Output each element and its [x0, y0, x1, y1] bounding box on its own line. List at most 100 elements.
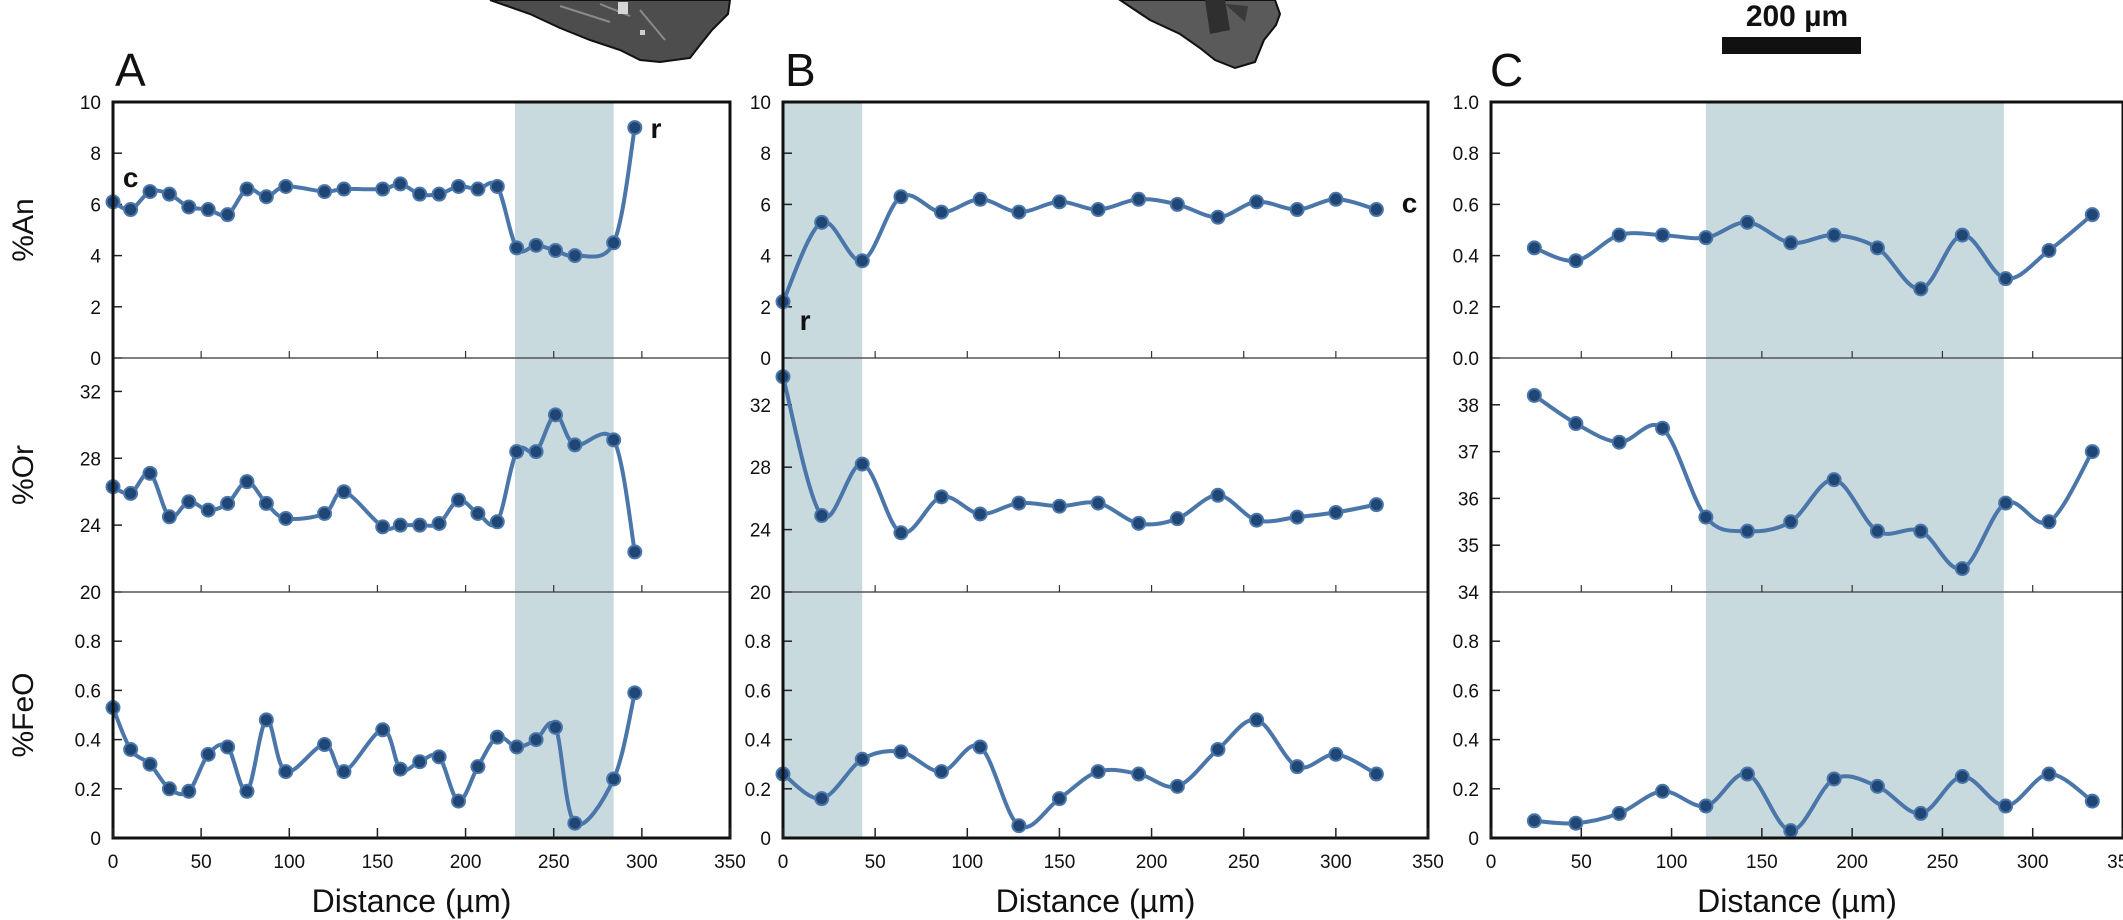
data-point	[1783, 823, 1799, 839]
data-point	[1090, 495, 1106, 511]
x-tick-label: 0	[108, 852, 119, 873]
data-point	[1568, 416, 1584, 432]
subplot-a-3: 0 0.2 0.4 0.6 0.8 %FeO	[7, 632, 643, 850]
data-point	[1826, 227, 1842, 243]
data-point	[933, 764, 949, 780]
data-point	[1611, 227, 1627, 243]
data-point	[239, 181, 255, 197]
data-point	[470, 181, 486, 197]
data-point	[1210, 209, 1226, 225]
data-point	[2041, 766, 2057, 782]
annotation-label: c	[123, 162, 139, 193]
panel-c: C0.00.20.40.60.81.0343536373800.20.40.60…	[1453, 44, 2123, 919]
data-point	[451, 793, 467, 809]
panel-frame	[111, 100, 732, 840]
data-point	[814, 508, 830, 524]
data-point	[1826, 771, 1842, 787]
x-tick-label: 50	[1571, 852, 1592, 873]
subplot-b-3: 0 0.2 0.4 0.6 0.8	[745, 632, 1384, 850]
x-tick-label: 200	[450, 852, 482, 873]
data-point	[528, 237, 544, 253]
x-tick-label: 0	[1486, 852, 1497, 873]
data-point	[220, 739, 236, 755]
data-point	[278, 510, 294, 526]
subplot-b-1: 0 2 4 6 8 10 c r	[750, 93, 1418, 370]
x-tick-label: 150	[362, 852, 394, 873]
x-axis-label: Distance (µm)	[312, 883, 512, 919]
crystal-image-a	[489, 0, 732, 64]
data-point	[317, 505, 333, 521]
data-point	[1131, 191, 1147, 207]
data-point	[200, 746, 216, 762]
y-tick-label: 0.6	[1453, 681, 1479, 702]
y-tick-label: 28	[80, 449, 101, 470]
data-point	[278, 178, 294, 194]
data-point	[1739, 214, 1755, 230]
data-point	[451, 178, 467, 194]
x-tick-label: 200	[1836, 852, 1868, 873]
data-point	[893, 525, 909, 541]
data-point	[142, 184, 158, 200]
data-point	[1739, 523, 1755, 539]
data-point	[239, 783, 255, 799]
data-point	[1368, 766, 1384, 782]
x-tick-label: 50	[865, 852, 886, 873]
y-tick-label: 24	[80, 516, 102, 537]
data-point	[412, 186, 428, 202]
series-line	[1534, 771, 2094, 833]
x-tick-label: 350	[714, 852, 746, 873]
x-tick-label: 150	[1044, 852, 1076, 873]
y-tick-label: 0	[760, 349, 771, 370]
data-point	[627, 685, 643, 701]
y-tick-label: 1.0	[1453, 93, 1479, 114]
data-point	[1090, 764, 1106, 780]
panel-frame	[1489, 100, 2123, 840]
data-point	[1011, 818, 1027, 834]
y-tick-label: 0.6	[745, 681, 771, 702]
data-point	[239, 474, 255, 490]
data-point	[317, 737, 333, 753]
data-point	[1954, 561, 1970, 577]
data-point	[220, 495, 236, 511]
data-point	[606, 771, 622, 787]
data-point	[1368, 497, 1384, 513]
data-point	[489, 514, 505, 530]
data-point	[1328, 746, 1344, 762]
y-tick-label: 0.4	[1453, 247, 1480, 268]
data-point	[1328, 191, 1344, 207]
data-point	[1655, 783, 1671, 799]
data-point	[547, 719, 563, 735]
data-point	[1011, 495, 1027, 511]
data-point	[258, 189, 274, 205]
data-point	[375, 722, 391, 738]
y-tick-label: 8	[760, 144, 771, 165]
crystal-image-b	[1118, 0, 1282, 70]
y-axis-label: %Or	[7, 445, 40, 505]
data-point	[1611, 805, 1627, 821]
data-point	[1869, 778, 1885, 794]
panel-letter: C	[1490, 44, 1523, 96]
y-tick-label: 8	[90, 144, 101, 165]
data-point	[2041, 514, 2057, 530]
data-point	[893, 744, 909, 760]
y-tick-label: 0.2	[75, 780, 101, 801]
data-point	[1289, 759, 1305, 775]
data-point	[1090, 202, 1106, 218]
subplot-b-2: 20 24 28 32	[750, 369, 1384, 604]
data-point	[1526, 813, 1542, 829]
scale-bar-label: 200 µm	[1746, 0, 1848, 33]
y-tick-label: 32	[80, 382, 101, 403]
data-point	[547, 242, 563, 258]
annotation-label: r	[651, 113, 662, 144]
data-point	[412, 754, 428, 770]
data-point	[1698, 230, 1714, 246]
data-point	[1611, 434, 1627, 450]
data-point	[431, 749, 447, 765]
data-point	[181, 783, 197, 799]
data-point	[814, 791, 830, 807]
data-point	[375, 519, 391, 535]
data-point	[142, 756, 158, 772]
data-point	[336, 484, 352, 500]
y-tick-label: 2	[760, 298, 771, 319]
